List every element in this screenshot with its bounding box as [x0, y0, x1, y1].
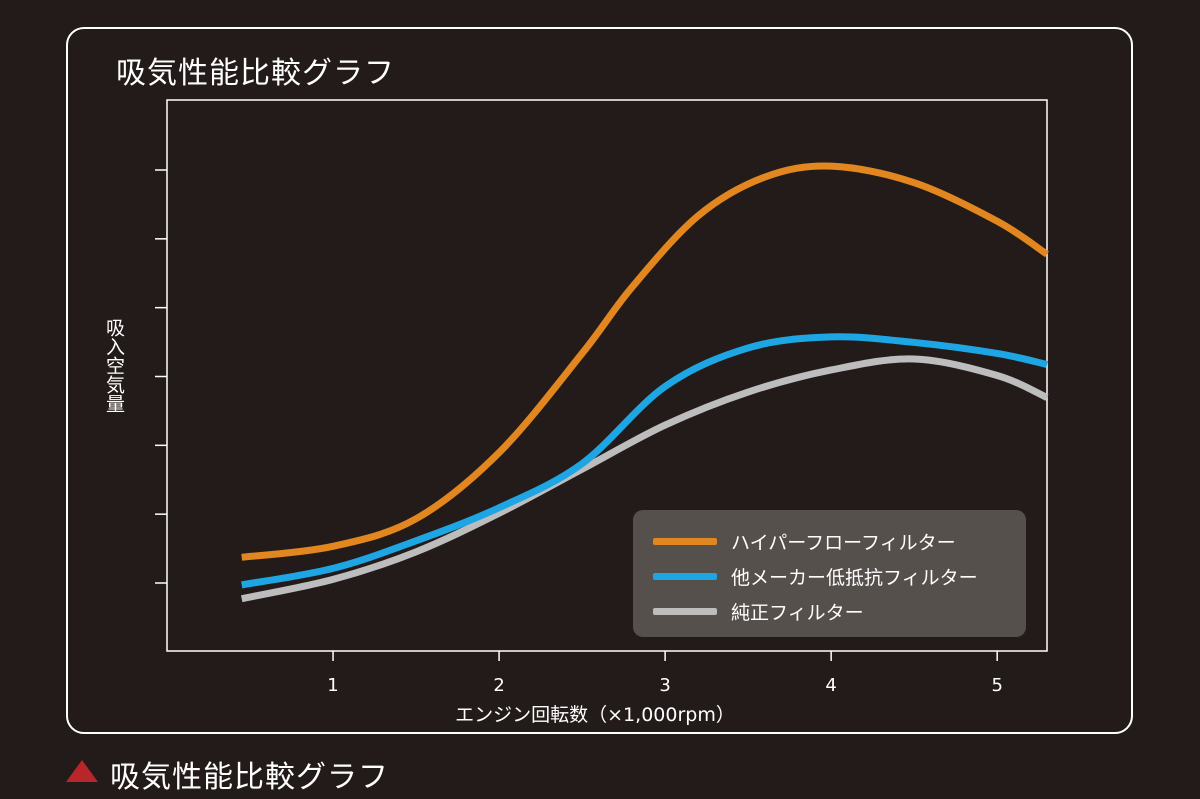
- caption: 吸気性能比較グラフ: [110, 760, 389, 795]
- legend-label-hyperflow: ハイパーフローフィルター: [731, 531, 956, 554]
- x-tick-label: 1: [327, 675, 338, 696]
- legend-item-genuine: 純正フィルター: [653, 596, 864, 626]
- x-ticks: 1 2 3 4 5: [327, 651, 1003, 696]
- x-axis-label: エンジン回転数（×1,000rpm）: [455, 704, 735, 726]
- x-tick-label: 5: [991, 675, 1002, 696]
- plot-frame: [166, 99, 1048, 652]
- triangle-icon: [66, 760, 98, 782]
- legend-swatch-genuine: [653, 607, 717, 615]
- legend-label-genuine: 純正フィルター: [731, 601, 864, 624]
- series-line-genuine: [240, 355, 1049, 603]
- legend-item-hyperflow: ハイパーフローフィルター: [653, 526, 956, 556]
- series-line-hyperflow: [241, 162, 1049, 561]
- y-ticks: [155, 169, 167, 584]
- chart-panel: [66, 27, 1133, 734]
- panel-title: 吸気性能比較グラフ: [116, 56, 395, 91]
- legend-item-other-maker: 他メーカー低抵抗フィルター: [653, 561, 978, 591]
- legend-label-other-maker: 他メーカー低抵抗フィルター: [731, 566, 978, 589]
- legend-swatch-other-maker: [653, 572, 717, 580]
- legend: ハイパーフローフィルター 他メーカー低抵抗フィルター 純正フィルター: [633, 510, 1026, 637]
- series-line-other-maker: [241, 333, 1048, 589]
- legend-swatch-hyperflow: [653, 537, 717, 545]
- x-tick-label: 4: [825, 675, 836, 696]
- series-lines: [240, 162, 1049, 603]
- x-tick-label: 3: [659, 675, 670, 696]
- x-tick-label: 2: [493, 675, 504, 696]
- y-axis-label: 吸入空気量: [103, 318, 125, 413]
